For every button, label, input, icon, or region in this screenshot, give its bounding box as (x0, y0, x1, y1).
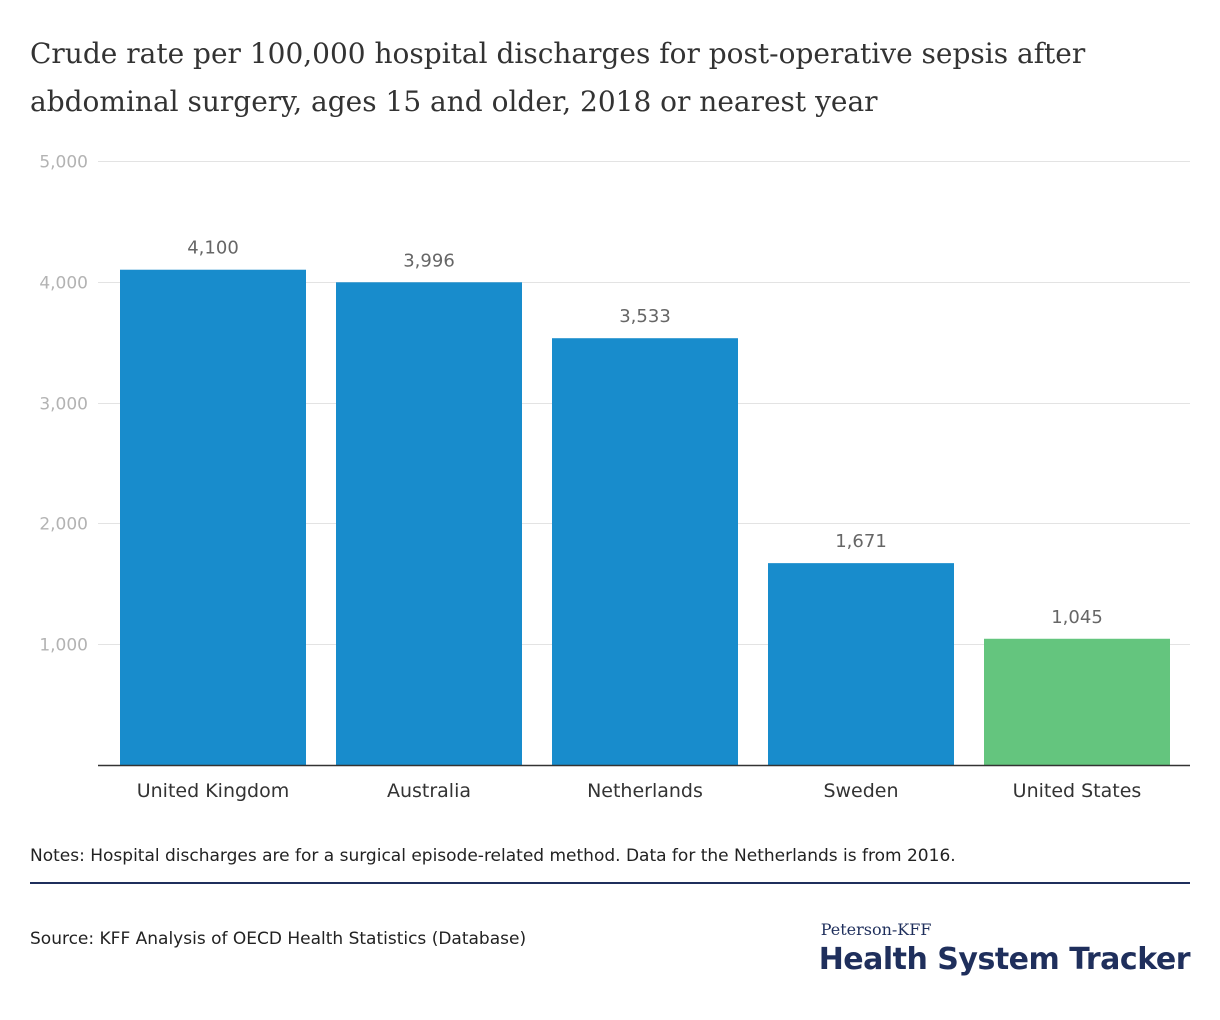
y-tick-label: 4,000 (39, 274, 88, 294)
chart-notes: Notes: Hospital discharges are for a sur… (30, 846, 956, 866)
x-category-label: United States (1013, 780, 1142, 802)
y-tick-label: 1,000 (39, 636, 88, 656)
logo-bottom-text: Health System Tracker (818, 942, 1191, 977)
y-tick-label: 3,000 (39, 395, 88, 415)
bar-netherlands[interactable] (552, 338, 738, 765)
bar-value-label: 4,100 (187, 238, 239, 259)
bar-value-label: 1,671 (835, 531, 887, 552)
bar-sweden[interactable] (768, 563, 954, 765)
bar-value-label: 3,533 (619, 306, 671, 327)
bar-value-label: 3,996 (403, 250, 455, 271)
x-category-label: Australia (387, 780, 471, 802)
chart-title: Crude rate per 100,000 hospital discharg… (30, 37, 1086, 118)
chart-source: Source: KFF Analysis of OECD Health Stat… (30, 929, 527, 949)
bar-value-label: 1,045 (1051, 607, 1103, 628)
x-category-label: United Kingdom (137, 780, 290, 802)
bar-chart: 1,000 2,000 3,000 4,000 5,000 4,100 United Ki… (39, 153, 1190, 802)
x-category-label: Sweden (823, 780, 898, 802)
logo-top-text: Peterson-KFF (820, 920, 932, 939)
bar-united-kingdom[interactable] (120, 269, 306, 765)
bars: 4,100 United Kingdom 3,996 Australia 3,533 Ne… (120, 238, 1170, 802)
bar-united-states[interactable] (984, 638, 1170, 765)
footer-divider (30, 882, 1190, 884)
y-tick-label: 2,000 (39, 515, 88, 535)
bar-australia[interactable] (336, 282, 522, 765)
y-tick-label: 5,000 (39, 153, 88, 173)
brand-logo[interactable]: Peterson-KFF Health System Tracker (818, 920, 1191, 980)
x-category-label: Netherlands (587, 780, 703, 802)
